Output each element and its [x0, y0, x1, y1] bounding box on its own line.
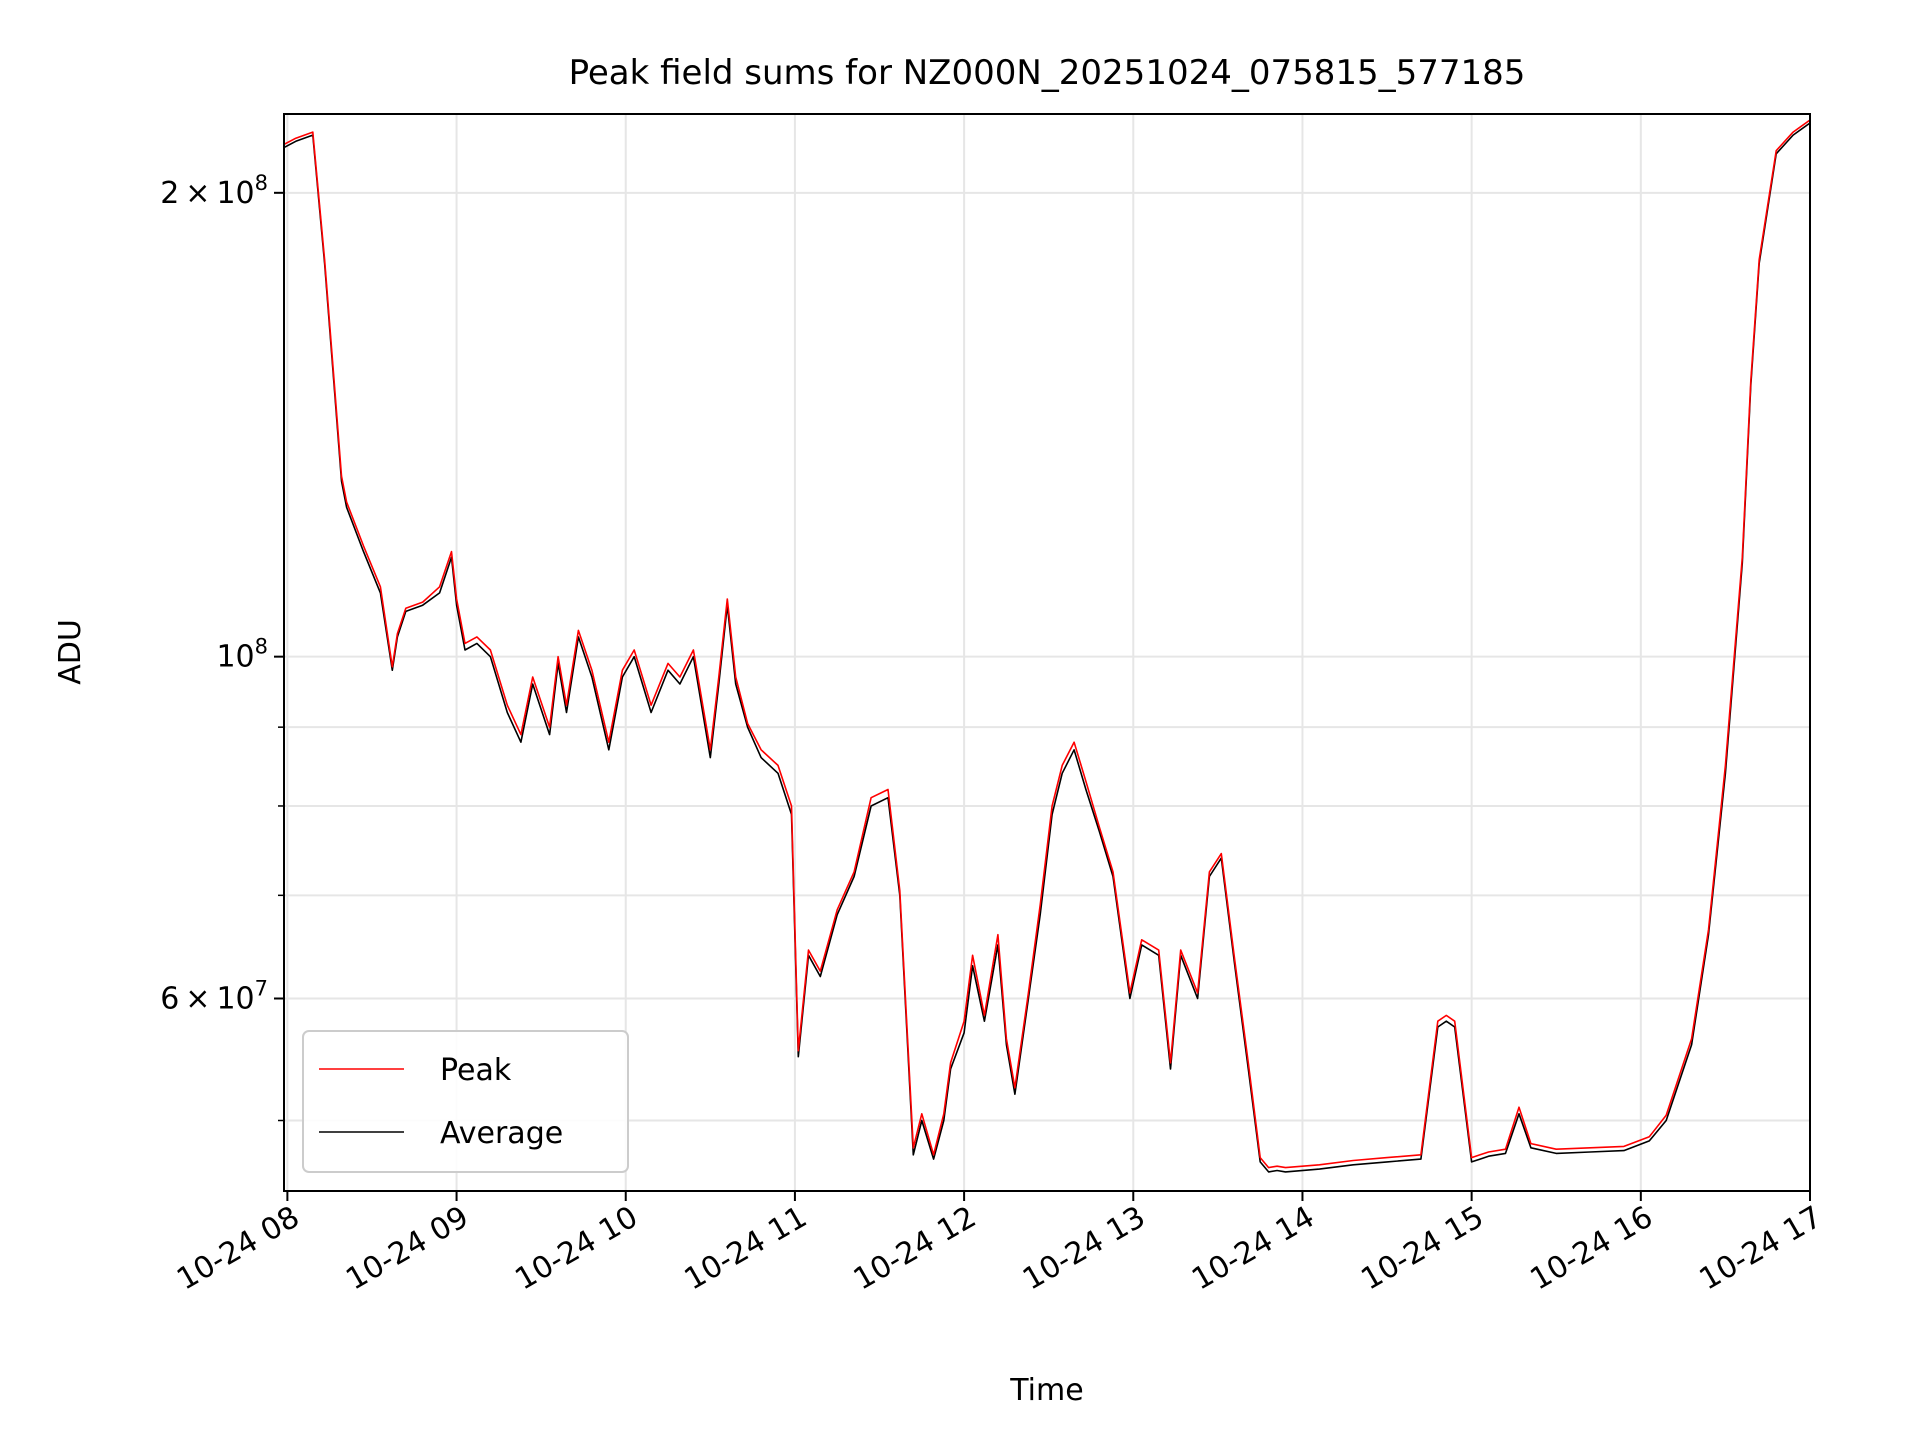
y-tick-label: 2 × 108 [160, 171, 268, 211]
legend: Peak Average [302, 1030, 629, 1173]
series-line-average [284, 122, 1810, 1173]
plot-frame [283, 113, 1811, 1192]
legend-average-label: Average [440, 1116, 563, 1151]
legend-peak-label: Peak [440, 1053, 512, 1088]
legend-box [302, 1030, 629, 1173]
y-axis-ticks: 6 × 107 108 2 × 108 [160, 171, 284, 1122]
y-axis-label: ADU [53, 619, 88, 685]
y-tick-label: 108 [216, 635, 268, 675]
y-tick-label: 6 × 107 [160, 976, 268, 1016]
chart-title: Peak field sums for NZ000N_20251024_0758… [569, 53, 1526, 93]
plot-lines [284, 119, 1810, 1173]
series-line-peak [284, 119, 1810, 1169]
x-axis-label: Time [1009, 1373, 1083, 1408]
